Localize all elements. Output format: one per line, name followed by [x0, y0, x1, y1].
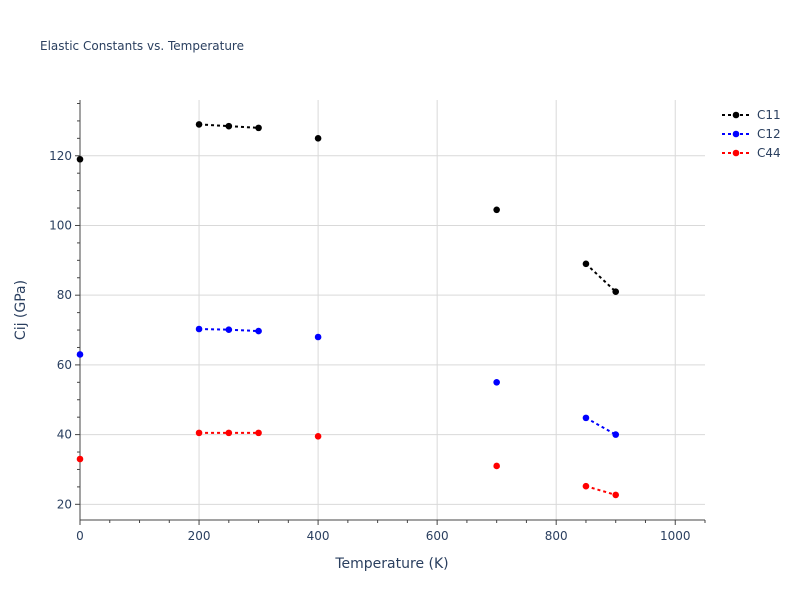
data-point	[195, 325, 203, 333]
y-tick-label: 20	[57, 497, 72, 511]
legend-label: C11	[757, 108, 781, 122]
x-tick-label: 200	[188, 529, 211, 543]
x-axis-title: Temperature (K)	[334, 556, 448, 572]
data-point	[195, 429, 203, 437]
data-point	[582, 414, 590, 422]
data-point	[582, 482, 590, 490]
data-point	[225, 122, 233, 130]
legend-label: C44	[757, 146, 781, 160]
x-tick-label: 0	[76, 529, 84, 543]
axes: 0 200 400 600 800 1000 20 40 60 80 100 120	[49, 100, 706, 543]
legend-item-c44[interactable]: C44	[722, 146, 781, 160]
y-tick-label: 40	[57, 428, 72, 442]
data-point	[612, 431, 620, 438]
data-point	[255, 327, 262, 335]
series-c44	[76, 429, 620, 499]
data-point	[255, 429, 262, 437]
data-point	[612, 288, 620, 296]
data-point	[225, 429, 233, 437]
y-tick-label: 80	[57, 288, 72, 302]
data-point	[314, 135, 322, 142]
legend-label: C12	[757, 127, 781, 141]
data-point	[493, 379, 500, 386]
data-point	[76, 455, 84, 463]
data-point	[195, 121, 203, 128]
series-c11	[76, 121, 620, 296]
legend-marker	[732, 149, 740, 157]
data-point	[493, 206, 500, 214]
data-point	[255, 124, 262, 132]
legend-marker	[732, 130, 740, 138]
data-point	[76, 351, 84, 358]
series-c12	[76, 325, 620, 438]
data-point	[76, 155, 84, 163]
data-point	[314, 433, 322, 440]
series-line	[198, 123, 259, 129]
legend-item-c12[interactable]: C12	[722, 127, 781, 141]
chart-title: Elastic Constants vs. Temperature	[40, 39, 244, 53]
data-point	[612, 491, 620, 499]
data-point	[493, 462, 500, 470]
series-line	[585, 263, 617, 293]
x-tick-label: 600	[426, 529, 449, 543]
y-tick-label: 120	[49, 149, 72, 163]
series-line	[199, 327, 259, 333]
legend: C11 C12 C44	[722, 108, 781, 160]
data-point	[225, 326, 233, 333]
series-line	[585, 417, 617, 436]
series-line	[585, 485, 616, 496]
y-axis-title: Cij (GPa)	[13, 280, 29, 340]
grid-lines	[80, 100, 705, 520]
y-tick-label: 60	[57, 358, 72, 372]
y-tick-label: 100	[49, 218, 72, 232]
legend-item-c11[interactable]: C11	[722, 108, 781, 122]
x-tick-label: 1000	[660, 529, 691, 543]
data-point	[314, 333, 322, 341]
data-point	[582, 260, 590, 268]
legend-marker	[732, 111, 740, 119]
x-tick-label: 400	[307, 529, 330, 543]
x-tick-label: 800	[545, 529, 568, 543]
plot-area	[76, 121, 620, 499]
